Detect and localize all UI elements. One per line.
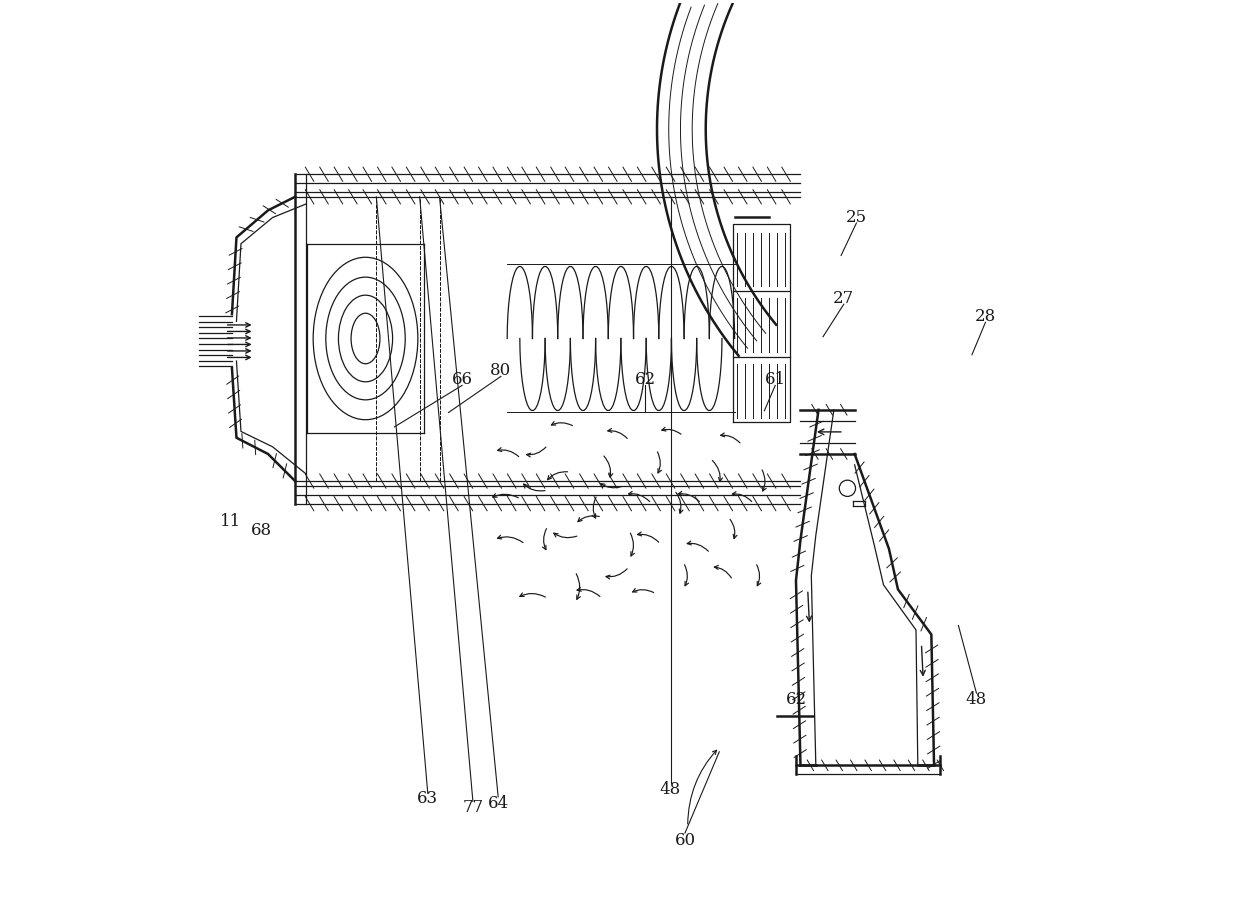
Text: 60: 60 — [675, 832, 696, 849]
Text: 27: 27 — [833, 291, 854, 307]
Text: 62: 62 — [635, 371, 656, 389]
Text: 62: 62 — [786, 691, 807, 708]
Text: 61: 61 — [765, 371, 786, 389]
Text: 80: 80 — [490, 362, 512, 380]
Text: 28: 28 — [975, 309, 996, 325]
Text: 77: 77 — [463, 799, 484, 816]
Text: 64: 64 — [487, 794, 508, 812]
Text: 63: 63 — [417, 790, 439, 807]
Text: 66: 66 — [451, 371, 472, 389]
Text: 68: 68 — [252, 522, 273, 539]
Text: 48: 48 — [966, 691, 987, 708]
Text: 25: 25 — [846, 209, 867, 226]
Text: 11: 11 — [219, 513, 241, 530]
Text: 48: 48 — [660, 781, 681, 798]
